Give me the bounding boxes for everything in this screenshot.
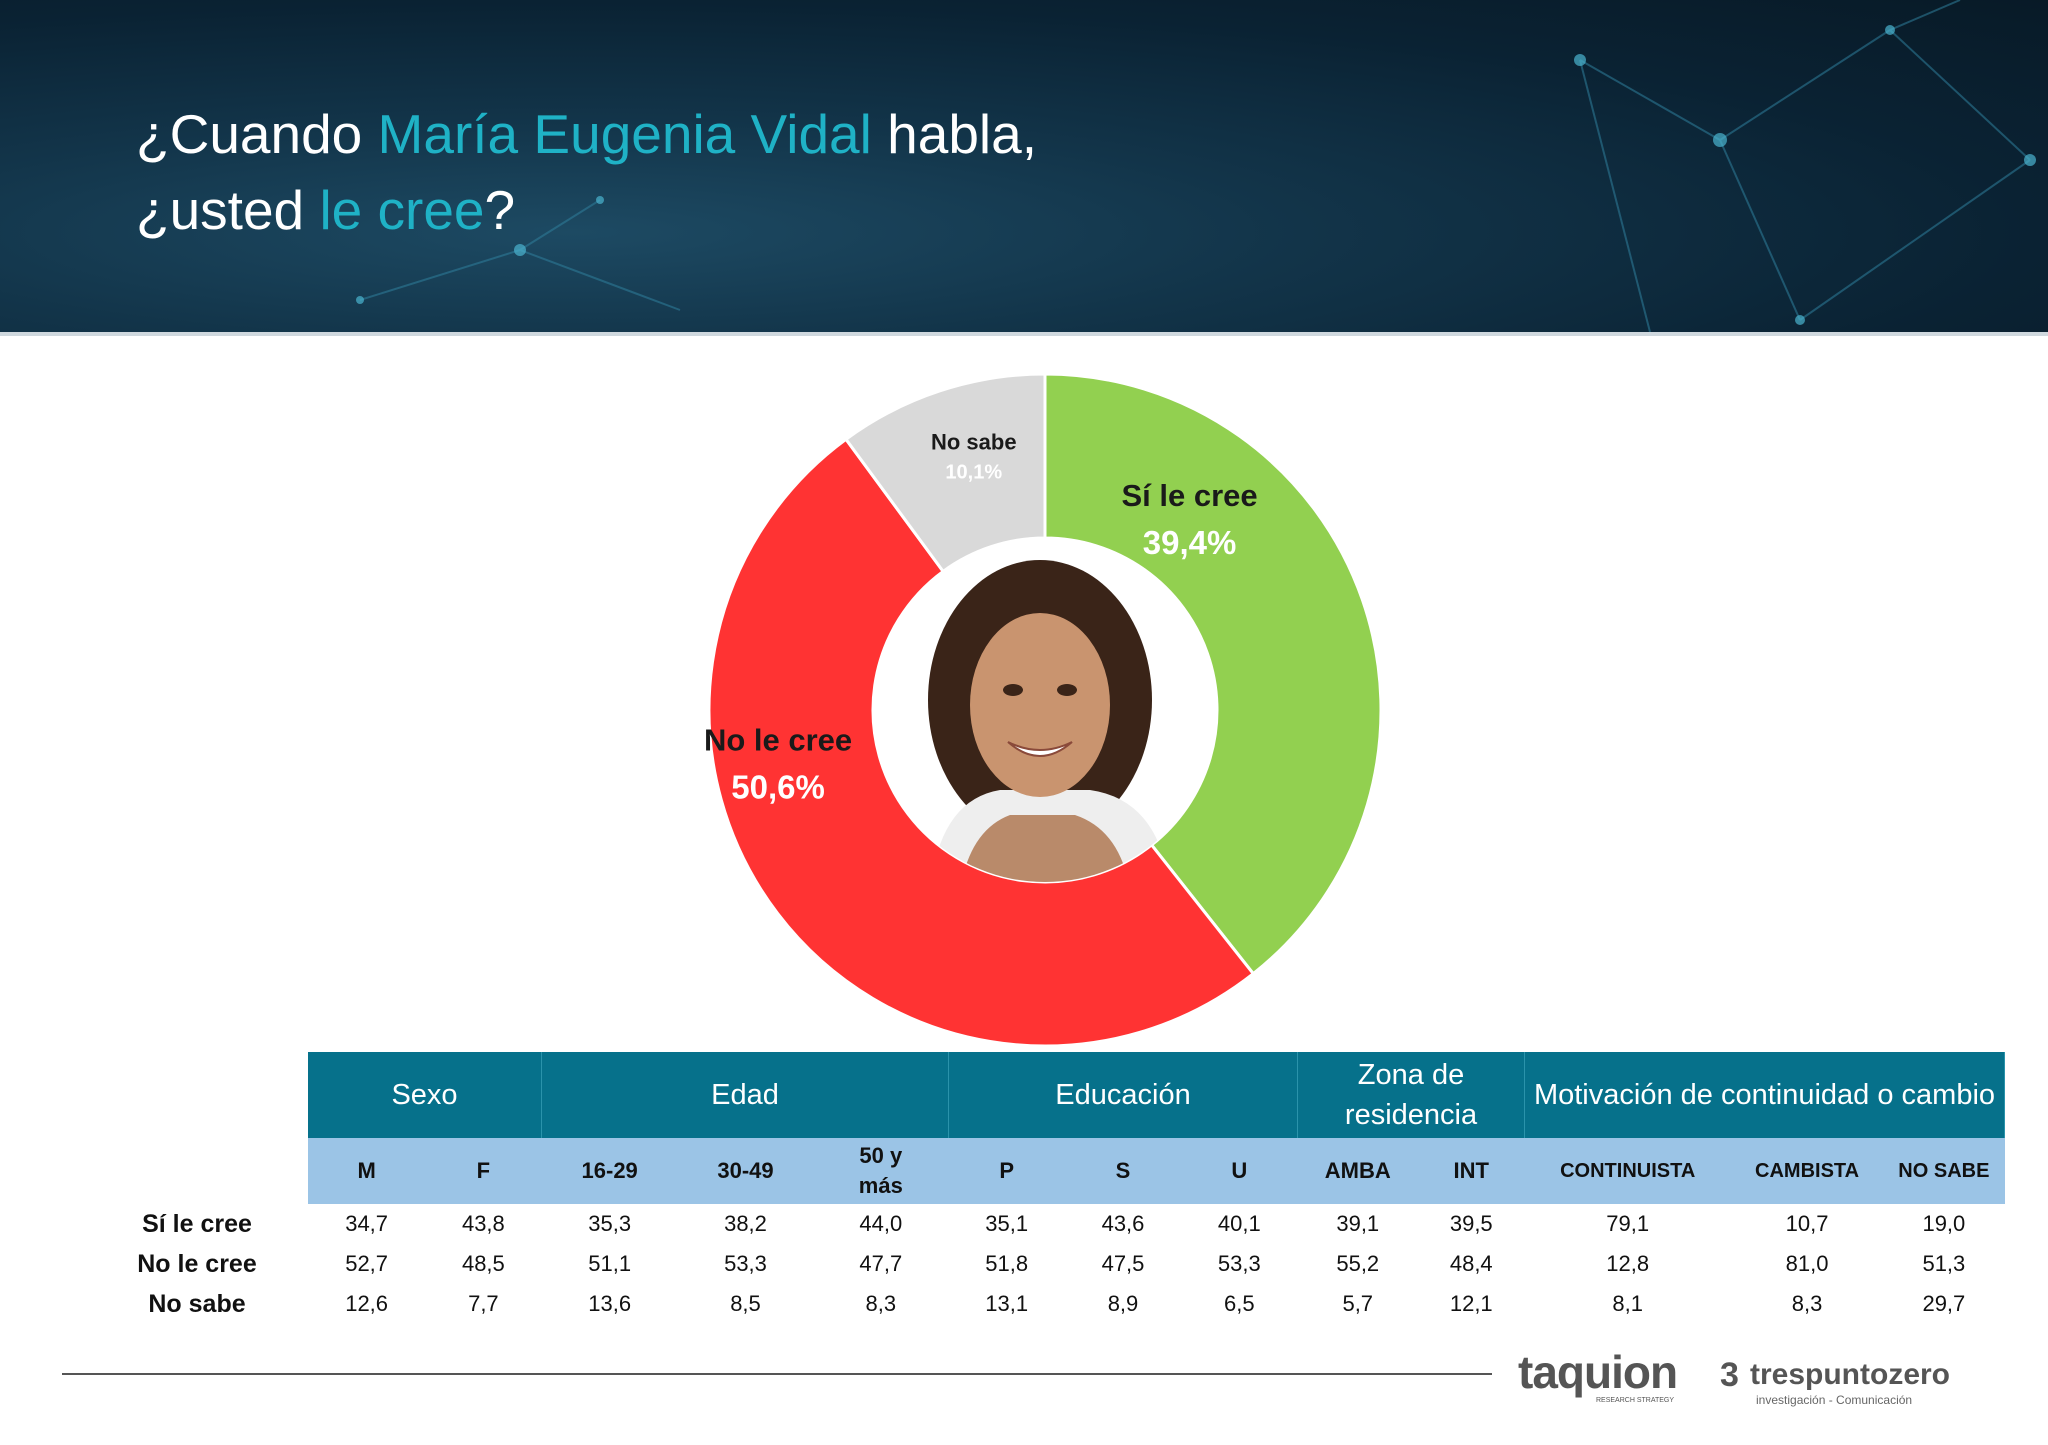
column-header-label: 50 y más	[858, 1143, 903, 1198]
table-cell: 38,2	[724, 1211, 767, 1236]
taquion-logo-subtext: RESEARCH STRATEGY	[1596, 1397, 1674, 1404]
table-cell: 8,5	[730, 1291, 761, 1316]
table-cell: 39,1	[1336, 1211, 1380, 1236]
table-cell: 53,3	[724, 1251, 767, 1276]
table-cell: 55,2	[1336, 1251, 1380, 1276]
donut-chart: Sí le cree 39,4% No le cree 50,6% No sabe 10,…	[704, 372, 1383, 1048]
table-row-si: Sí le cree 34,7 43,8 35,3 38,2 44,0 35,1…	[86, 1204, 2005, 1244]
table-cell: 47,7	[859, 1251, 903, 1276]
column-header: 16-29	[541, 1138, 678, 1204]
group-header-sexo: Sexo	[308, 1052, 542, 1138]
slice-label-si: Sí le cree	[1121, 478, 1257, 513]
column-header: M	[308, 1138, 426, 1204]
row-label: No sabe	[148, 1289, 246, 1318]
column-header: CONTINUISTA	[1524, 1138, 1731, 1204]
table-cell: 10,7	[1785, 1211, 1829, 1236]
table-cell: 48,5	[461, 1251, 505, 1276]
table-cell: 79,1	[1606, 1211, 1650, 1236]
group-header-edad: Edad	[541, 1052, 949, 1138]
slice-value-si: 39,4%	[1143, 524, 1237, 561]
slice-label-no: No le cree	[704, 723, 852, 758]
table-cell: 43,8	[461, 1211, 505, 1236]
table-cell: 53,3	[1217, 1251, 1261, 1276]
table-cell: 12,1	[1449, 1291, 1493, 1316]
table-cell: 8,3	[865, 1291, 897, 1316]
table-cell: 43,6	[1101, 1211, 1145, 1236]
header-banner: ¿Cuando María Eugenia Vidal habla, ¿uste…	[0, 0, 2048, 332]
banner-divider	[0, 332, 2048, 336]
table-cell: 44,0	[859, 1211, 903, 1236]
column-header: F	[425, 1138, 542, 1204]
trespuntozero-logo: 3 trespuntozero investigación - Comunica…	[1720, 1356, 1950, 1407]
table-column-header-row: M F 16-29 30-49 50 y más P S U AMBA INT …	[86, 1138, 2005, 1204]
table-cell: 13,1	[985, 1291, 1029, 1316]
table-cell: 8,9	[1107, 1291, 1139, 1316]
slice-value-no: 50,6%	[731, 769, 825, 806]
table-cell: 39,5	[1449, 1211, 1493, 1236]
table-cell: 52,7	[345, 1251, 389, 1276]
row-label: Sí le cree	[142, 1209, 252, 1238]
network-pattern-background	[356, 0, 2036, 332]
table-cell: 40,1	[1217, 1211, 1261, 1236]
portrait-photo	[873, 538, 1217, 882]
table-cell: 8,3	[1791, 1291, 1823, 1316]
table-cell: 12,8	[1606, 1251, 1650, 1276]
table-cell: 12,6	[345, 1291, 389, 1316]
slice-label-ns: No sabe	[931, 430, 1017, 455]
column-header: AMBA	[1297, 1138, 1419, 1204]
table-cell: 6,5	[1224, 1291, 1255, 1316]
group-header-motivacion: Motivación de continuidad o cambio	[1524, 1052, 2005, 1138]
table-cell: 35,3	[588, 1211, 632, 1236]
table-row-ns: No sabe 12,6 7,7 13,6 8,5 8,3 13,1 8,9 6…	[86, 1284, 2005, 1324]
table-cell: 19,0	[1922, 1211, 1966, 1236]
table-cell: 8,1	[1612, 1291, 1643, 1316]
table-cell: 35,1	[985, 1211, 1029, 1236]
table-cell: 81,0	[1785, 1251, 1829, 1276]
table-cell: 51,3	[1922, 1251, 1966, 1276]
table-cell: 48,4	[1449, 1251, 1493, 1276]
table-cell: 13,6	[588, 1291, 632, 1316]
crosstab-table: Sexo Edad Educación Zona de residencia M…	[86, 1052, 2005, 1324]
page-title: ¿Cuando María Eugenia Vidal habla, ¿uste…	[136, 103, 1037, 241]
footer-divider	[62, 1373, 1492, 1375]
column-header: CAMBISTA	[1730, 1138, 1884, 1204]
slice-value-ns: 10,1%	[945, 462, 1002, 484]
column-header: INT	[1418, 1138, 1525, 1204]
column-header: U	[1181, 1138, 1298, 1204]
table-cell: 29,7	[1922, 1291, 1966, 1316]
table-cell: 34,7	[345, 1211, 389, 1236]
table-row-no: No le cree 52,7 48,5 51,1 53,3 47,7 51,8…	[86, 1244, 2005, 1284]
table-cell: 7,7	[468, 1291, 499, 1316]
table-cell: 51,1	[588, 1251, 632, 1276]
table-cell: 47,5	[1101, 1251, 1145, 1276]
trespuntozero-mark: 3	[1720, 1356, 1739, 1394]
column-header: 50 y más	[813, 1138, 949, 1204]
column-header: NO SABE	[1883, 1138, 2005, 1204]
taquion-logo: taquion RESEARCH STRATEGY	[1518, 1346, 1678, 1404]
trespuntozero-logo-text: trespuntozero	[1750, 1358, 1950, 1391]
row-label: No le cree	[137, 1249, 257, 1278]
trespuntozero-logo-subtext: investigación - Comunicación	[1756, 1393, 1912, 1407]
column-header: S	[1064, 1138, 1182, 1204]
taquion-logo-text: taquion	[1518, 1346, 1677, 1398]
table-cell: 51,8	[985, 1251, 1029, 1276]
column-header: 30-49	[677, 1138, 814, 1204]
table-group-header-row: Sexo Edad Educación Zona de residencia M…	[86, 1052, 2005, 1138]
group-header-educacion: Educación	[948, 1052, 1298, 1138]
slice-no-sabe	[843, 372, 1047, 574]
column-header: P	[948, 1138, 1065, 1204]
group-header-zona: Zona de residencia	[1297, 1052, 1525, 1138]
table-cell: 5,7	[1342, 1291, 1374, 1316]
